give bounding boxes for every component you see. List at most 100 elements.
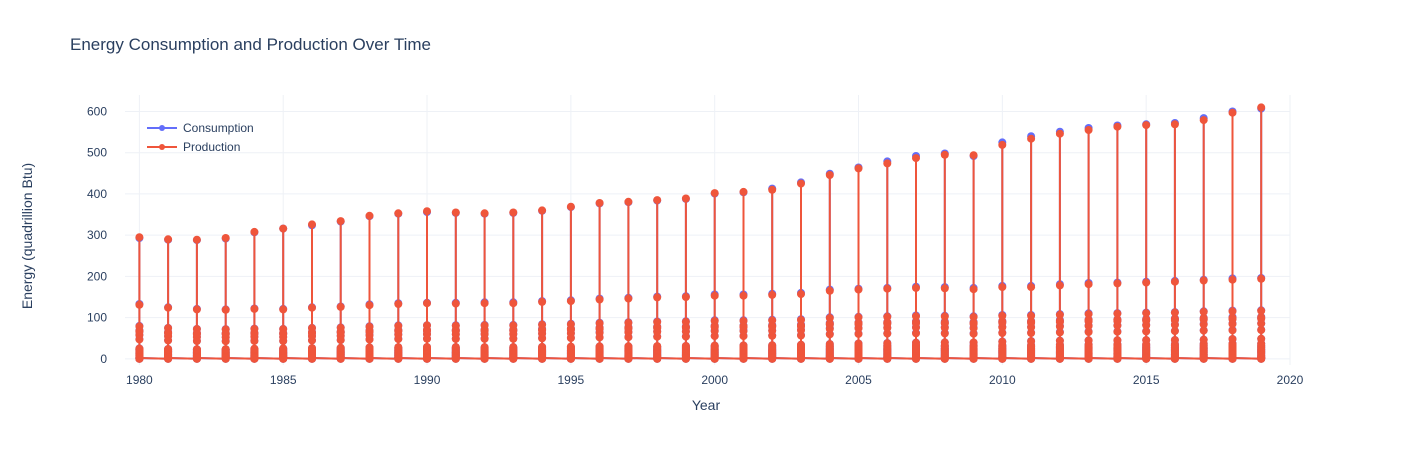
data-point-production [854, 320, 863, 329]
legend-item-production[interactable]: Production [147, 140, 240, 154]
data-point-production [768, 341, 777, 350]
data-point-production [912, 283, 920, 292]
data-point-production [797, 322, 805, 331]
data-point-production [164, 303, 173, 312]
data-point-production [1027, 134, 1036, 143]
data-point-production [365, 343, 374, 352]
data-point-production [250, 329, 259, 338]
data-point-production [221, 330, 230, 339]
data-point-production [308, 303, 316, 312]
data-point-production [164, 235, 173, 244]
data-point-production [1142, 309, 1151, 318]
data-point-production [768, 290, 777, 299]
data-point-production [940, 312, 949, 321]
data-point-production [1055, 310, 1064, 319]
data-point-production [940, 284, 949, 293]
data-point-production [681, 317, 690, 326]
data-point-production [1142, 278, 1151, 287]
data-point-production [1170, 316, 1179, 325]
data-point-production [1228, 315, 1237, 324]
data-point-production [1257, 326, 1266, 334]
data-point-production [451, 343, 460, 352]
data-point-production [538, 206, 547, 215]
data-point-production [710, 189, 719, 198]
data-point-production [653, 318, 662, 326]
x-tick-label: 1980 [126, 373, 153, 387]
data-point-production [1257, 306, 1266, 315]
legend-label-production: Production [183, 140, 240, 154]
data-point-production [1228, 275, 1237, 284]
data-point-production [1142, 354, 1151, 362]
data-point-production [423, 299, 431, 308]
data-point-production [854, 329, 863, 338]
x-tick-label: 1985 [270, 373, 297, 387]
x-tick-label: 2020 [1277, 373, 1304, 387]
data-point-production [912, 354, 920, 362]
data-point-production [1228, 108, 1237, 117]
data-point-production [912, 329, 920, 338]
data-point-production [221, 234, 230, 242]
data-point-production [394, 343, 403, 352]
data-point-production [681, 323, 690, 332]
data-point-production [653, 324, 662, 333]
data-point-production [710, 341, 719, 350]
data-point-production [538, 297, 547, 306]
data-point-production [739, 354, 748, 362]
data-point-production [998, 354, 1007, 362]
data-point-production [1199, 326, 1208, 335]
data-point-production [1228, 326, 1237, 335]
data-point-production [1257, 274, 1266, 283]
y-tick-label: 500 [87, 146, 107, 160]
data-point-production [192, 235, 201, 244]
data-point-production [509, 321, 518, 330]
data-point-production [653, 342, 662, 351]
data-point-production [624, 342, 633, 351]
data-point-production [423, 354, 431, 362]
data-point-production [825, 354, 834, 362]
data-point-production [825, 171, 834, 179]
data-point-production [998, 283, 1007, 292]
data-point-production [538, 326, 547, 335]
data-point-production [250, 344, 259, 353]
data-point-production [940, 338, 949, 347]
data-point-production [969, 329, 978, 338]
data-point-production [1257, 103, 1266, 112]
legend-item-consumption[interactable]: Consumption [147, 121, 254, 135]
data-point-production [1027, 354, 1036, 362]
data-point-production [1170, 277, 1179, 286]
data-point-production [912, 312, 920, 321]
data-point-production [825, 286, 834, 295]
data-point-production [1142, 336, 1151, 345]
data-point-production [1199, 354, 1208, 362]
data-point-production [1142, 327, 1151, 336]
data-point-production [164, 345, 173, 354]
y-tick-label: 600 [87, 104, 107, 118]
data-point-production [480, 299, 489, 308]
data-point-production [1084, 354, 1093, 362]
data-point-production [624, 318, 633, 327]
data-point-production [1055, 281, 1064, 290]
data-point-production [336, 328, 345, 337]
data-point-production [1170, 354, 1179, 362]
data-point-production [739, 317, 748, 325]
data-point-production [480, 327, 489, 335]
x-tick-label: 2005 [845, 373, 872, 387]
data-point-production [768, 185, 777, 194]
data-point-production [912, 338, 920, 347]
data-point-production [768, 354, 777, 362]
chart-title: Energy Consumption and Production Over T… [70, 35, 431, 54]
data-point-production [279, 305, 288, 314]
y-tick-label: 300 [87, 228, 107, 242]
data-point-production [1257, 334, 1266, 343]
data-point-production [279, 344, 288, 353]
data-point-production [451, 208, 460, 217]
data-point-production [969, 313, 978, 321]
series-layer [135, 103, 1266, 363]
data-point-production [538, 354, 547, 362]
data-point-production [681, 194, 690, 203]
data-point-production [1257, 314, 1266, 323]
data-point-production [854, 285, 863, 294]
data-point-production [1199, 307, 1208, 316]
data-point-production [797, 290, 805, 299]
